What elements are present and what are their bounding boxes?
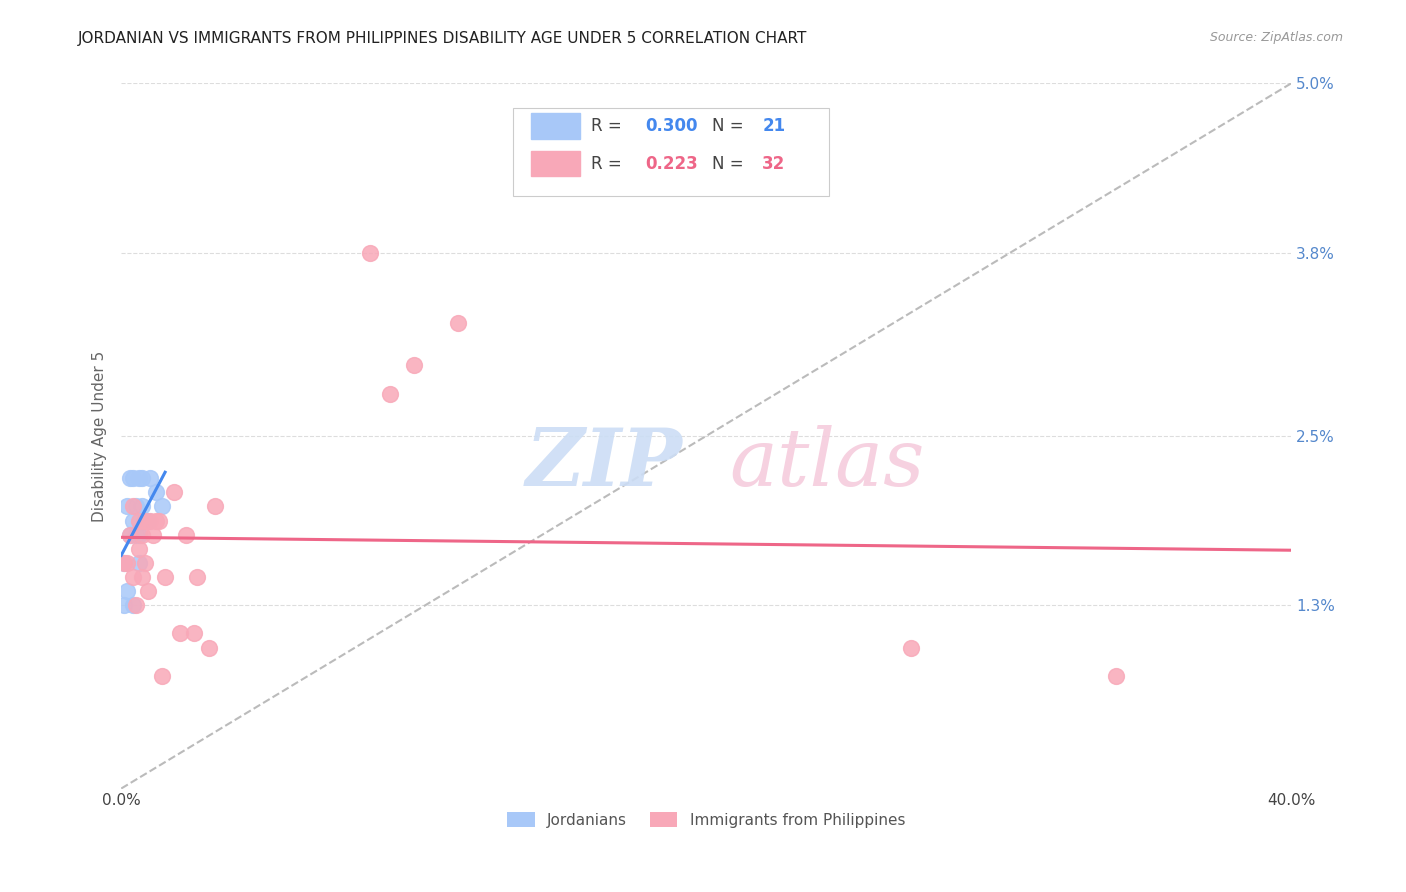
Point: [125, 500, 148, 514]
Point: [125, 598, 148, 612]
Point: [112, 556, 135, 570]
Point: [122, 500, 145, 514]
Point: [122, 570, 145, 584]
Point: [446, 316, 468, 330]
Point: [380, 386, 402, 401]
Text: R =: R =: [592, 117, 623, 136]
Point: [145, 514, 167, 528]
Text: atlas: atlas: [730, 425, 925, 503]
Point: [125, 527, 148, 541]
Point: [198, 640, 221, 655]
Point: [136, 584, 159, 599]
Legend: Jordanians, Immigrants from Philippines: Jordanians, Immigrants from Philippines: [501, 806, 911, 834]
Point: [112, 598, 135, 612]
Text: 21: 21: [762, 117, 786, 136]
Point: [122, 514, 145, 528]
Point: [402, 359, 425, 373]
Point: [142, 527, 165, 541]
Point: [112, 556, 135, 570]
Text: N =: N =: [711, 154, 744, 172]
Point: [148, 514, 170, 528]
Text: 0.223: 0.223: [645, 154, 697, 172]
Point: [136, 514, 159, 528]
Point: [134, 514, 156, 528]
Point: [186, 570, 208, 584]
Point: [150, 500, 173, 514]
Text: JORDANIAN VS IMMIGRANTS FROM PHILIPPINES DISABILITY AGE UNDER 5 CORRELATION CHAR: JORDANIAN VS IMMIGRANTS FROM PHILIPPINES…: [77, 31, 807, 46]
Text: Source: ZipAtlas.com: Source: ZipAtlas.com: [1209, 31, 1343, 45]
Text: 0.300: 0.300: [645, 117, 697, 136]
Text: ZIP: ZIP: [526, 425, 683, 503]
Point: [1104, 669, 1126, 683]
Point: [169, 626, 191, 640]
Point: [359, 245, 381, 260]
Text: R =: R =: [592, 154, 623, 172]
Point: [204, 500, 226, 514]
Point: [118, 527, 141, 541]
Point: [128, 527, 150, 541]
Point: [128, 541, 150, 556]
Point: [131, 527, 153, 541]
Point: [131, 500, 153, 514]
Point: [131, 471, 153, 485]
Point: [900, 640, 922, 655]
FancyBboxPatch shape: [513, 108, 830, 196]
Point: [139, 471, 162, 485]
Point: [150, 669, 173, 683]
Point: [128, 471, 150, 485]
Point: [118, 527, 141, 541]
Point: [183, 626, 205, 640]
Point: [128, 556, 150, 570]
Point: [115, 556, 138, 570]
Y-axis label: Disability Age Under 5: Disability Age Under 5: [93, 351, 107, 522]
Point: [139, 514, 162, 528]
Text: 32: 32: [762, 154, 786, 172]
Text: N =: N =: [711, 117, 744, 136]
Point: [134, 556, 156, 570]
Point: [118, 471, 141, 485]
Point: [128, 514, 150, 528]
FancyBboxPatch shape: [530, 113, 579, 139]
Point: [115, 500, 138, 514]
Point: [115, 584, 138, 599]
Point: [134, 514, 156, 528]
Point: [174, 527, 197, 541]
Point: [153, 570, 176, 584]
Point: [122, 598, 145, 612]
Point: [122, 471, 145, 485]
Point: [145, 485, 167, 500]
FancyBboxPatch shape: [530, 151, 579, 177]
Point: [163, 485, 186, 500]
Point: [131, 570, 153, 584]
